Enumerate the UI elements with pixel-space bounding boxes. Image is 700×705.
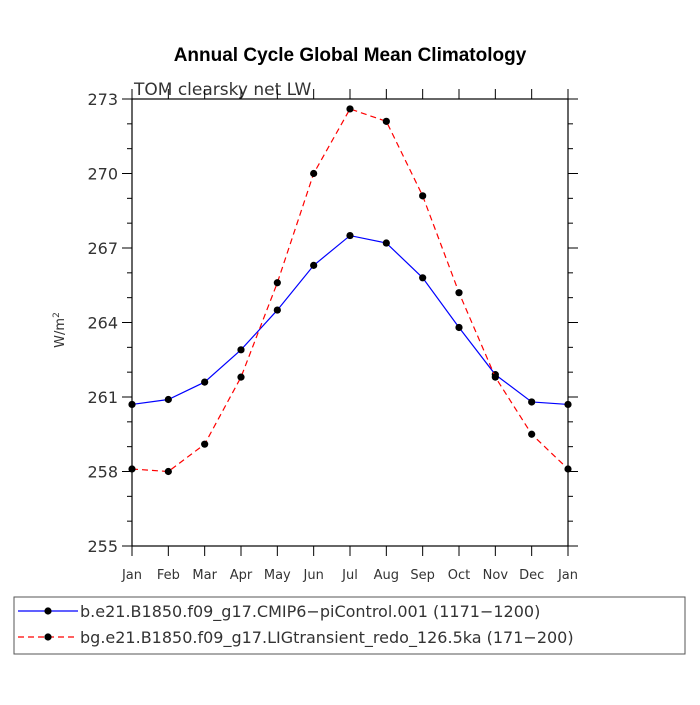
data-point [419,274,427,282]
legend-marker [44,633,52,641]
series-line [131,108,569,473]
data-point [346,105,354,113]
x-tick-label: Jan [557,568,578,583]
y-tick-label: 258 [87,463,118,482]
plot-frame [131,98,569,547]
data-point [564,465,572,473]
data-point [528,398,536,406]
y-tick-label: 267 [87,239,118,258]
legend-label: b.e21.B1850.f09_g17.CMIP6−piControl.001 … [80,602,540,622]
series-1 [128,231,572,409]
data-point [528,430,536,438]
data-point [164,467,172,476]
x-tick-label: Jun [303,568,324,583]
x-tick-label: Dec [519,568,544,583]
data-point [310,169,318,178]
x-tick-label: Jan [121,568,142,583]
y-axis-label-exponent: 2 [52,312,62,318]
x-tick-label: Sep [410,568,435,583]
y-tick-label: 261 [87,388,118,407]
data-point [128,465,136,473]
data-point [382,239,390,247]
y-tick-label: 270 [87,165,118,184]
x-tick-label: Oct [448,568,470,583]
data-point [455,323,463,332]
data-point [455,289,463,297]
y-axis-label-unit: W/m [53,318,68,348]
data-point [419,192,427,200]
data-point [564,400,572,409]
chart-subtitle: TOM clearsky net LW [133,80,312,100]
y-tick-label: 264 [87,314,118,333]
x-tick-label: Apr [230,568,253,583]
y-axis-label: W/m2 [52,312,68,348]
legend: b.e21.B1850.f09_g17.CMIP6−piControl.001 … [13,596,686,655]
data-point [201,440,209,448]
data-point [237,346,245,354]
legend-box [13,596,686,655]
series-2 [128,105,572,476]
x-tick-label: Aug [374,568,399,583]
x-tick-label: Feb [157,568,180,583]
data-point [273,279,281,287]
legend-item: bg.e21.B1850.f09_g17.LIGtransient_redo_1… [18,628,574,648]
data-point [346,231,354,240]
x-tick-label: Nov [483,568,509,583]
legend-marker [44,607,52,615]
chart-title: Annual Cycle Global Mean Climatology [174,45,527,66]
legend-item: b.e21.B1850.f09_g17.CMIP6−piControl.001 … [18,602,540,622]
y-tick-label: 273 [87,90,118,109]
data-point [273,306,281,314]
data-point [382,117,390,125]
series-layer [128,105,572,476]
data-point [201,378,209,386]
x-tick-label: Jul [341,568,358,583]
data-point [237,373,245,381]
plot-axes: 255 258 261 264 267 270 273 Jan Feb Mar Apr May Jun J… [87,89,578,583]
series-line [131,234,569,406]
x-tick-label: May [264,568,291,583]
data-point [164,395,172,404]
x-tick-label: Mar [192,568,217,583]
y-tick-label: 255 [87,537,118,556]
legend-label: bg.e21.B1850.f09_g17.LIGtransient_redo_1… [80,628,574,648]
data-point [128,400,136,409]
data-point [310,261,318,269]
data-point [491,373,499,381]
